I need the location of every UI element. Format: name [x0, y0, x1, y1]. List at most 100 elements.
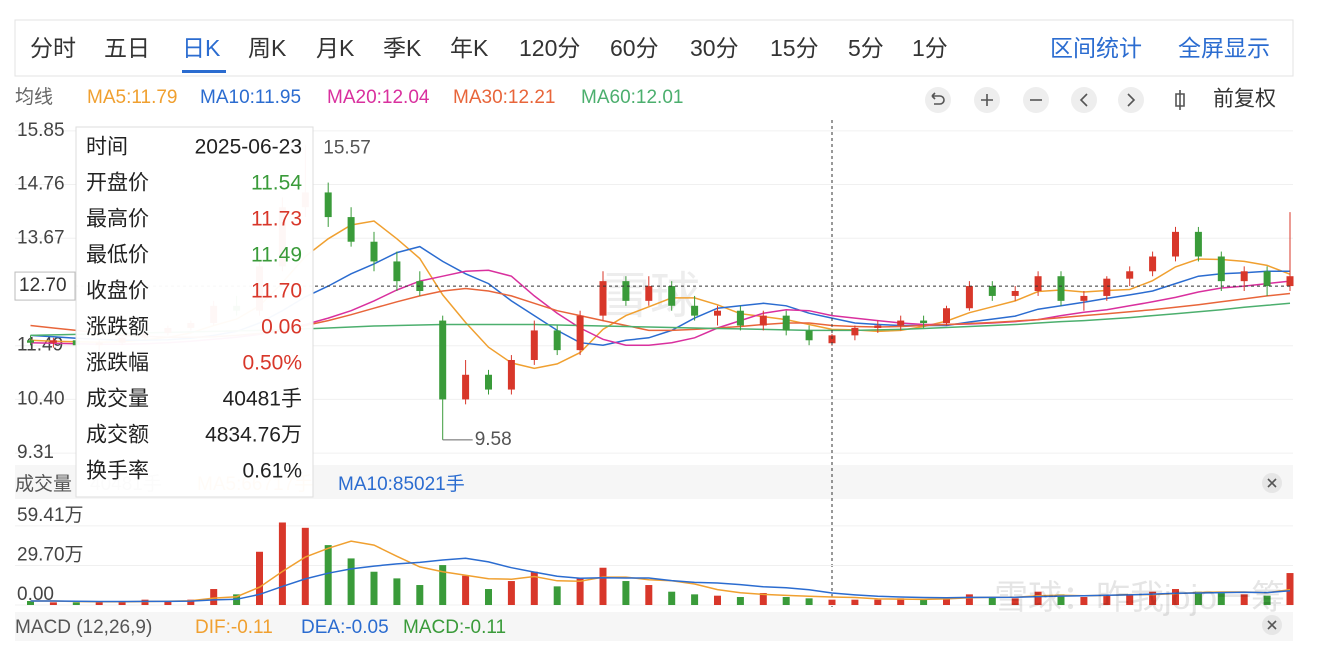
- tab[interactable]: 1分: [912, 35, 948, 61]
- volume-bar: [851, 599, 859, 605]
- candle-body: [530, 330, 538, 360]
- tooltip-label: 最低价: [86, 244, 149, 267]
- candle-body: [576, 315, 584, 351]
- tab[interactable]: 五日: [104, 35, 150, 61]
- y-tick-label: 15.85: [17, 120, 65, 141]
- candle-body: [714, 310, 721, 316]
- macd-item: DEA:-0.05: [301, 617, 389, 638]
- tooltip-label: 开盘价: [86, 172, 149, 195]
- volume-bar: [920, 599, 928, 605]
- tab-underline: [182, 70, 226, 73]
- tab[interactable]: 年K: [450, 35, 489, 61]
- tab[interactable]: 15分: [770, 35, 819, 61]
- candle-body: [988, 286, 996, 296]
- tooltip-value: 4834.76万: [205, 424, 302, 447]
- y-tick-label: 14.76: [17, 174, 65, 195]
- candle-body: [507, 359, 515, 390]
- tab[interactable]: 周K: [248, 35, 287, 61]
- tooltip-value: 0.61%: [242, 460, 302, 483]
- min-annotation: 9.58: [475, 429, 512, 450]
- tooltip-label: 换手率: [86, 460, 149, 483]
- action-link[interactable]: 区间统计: [1050, 35, 1142, 61]
- candle-body: [1217, 256, 1225, 282]
- volume-bar: [210, 589, 218, 605]
- tooltip-label: 时间: [86, 136, 128, 159]
- candle-body: [782, 315, 790, 331]
- tab[interactable]: 30分: [690, 35, 739, 61]
- volume-bar: [1263, 595, 1271, 605]
- volume-bar: [1149, 591, 1157, 605]
- volume-bar: [439, 565, 447, 605]
- candle-body: [920, 320, 928, 324]
- candle-body: [1011, 291, 1019, 296]
- volume-bar: [95, 602, 103, 605]
- tooltip-label: 成交量: [86, 388, 149, 411]
- candle-body: [439, 320, 447, 400]
- tab[interactable]: 60分: [610, 35, 659, 61]
- max-annotation: 15.57: [323, 138, 371, 159]
- candle-body: [485, 374, 492, 390]
- scroll-left-button[interactable]: [1071, 87, 1097, 113]
- volume-bar: [187, 599, 195, 605]
- candle-body: [553, 330, 561, 351]
- crosshair-label-box: [14, 271, 76, 301]
- tooltip-label: 涨跌额: [86, 316, 149, 339]
- volume-bar: [1057, 594, 1065, 605]
- candle-body: [1286, 276, 1294, 287]
- tooltip-value: 11.70: [251, 280, 302, 303]
- tooltip-label: 收盘价: [86, 280, 149, 303]
- volume-bar: [988, 597, 996, 605]
- volume-bar: [1011, 598, 1019, 605]
- candle-body: [851, 327, 859, 336]
- volume-ma-line: [30, 557, 1291, 603]
- candle-style-button[interactable]: [1175, 90, 1185, 110]
- ma-legend-item: MA30:12.21: [453, 87, 555, 108]
- tab[interactable]: 月K: [316, 35, 355, 61]
- macd-item: MACD:-0.11: [403, 617, 506, 638]
- candle-body: [1263, 271, 1271, 287]
- tab[interactable]: 分时: [30, 35, 76, 61]
- tooltip-value: 0.06: [261, 316, 302, 339]
- candle-body: [1240, 271, 1248, 282]
- tab[interactable]: 5分: [848, 35, 884, 61]
- y-tick-label: 0.00: [17, 584, 54, 605]
- volume-bar: [118, 601, 126, 605]
- volume-bar: [1172, 589, 1179, 605]
- tooltip-value: 11.73: [251, 208, 302, 231]
- ma-legend-item: MA10:11.95: [200, 87, 301, 108]
- adjust-toggle[interactable]: 前复权: [1213, 88, 1276, 111]
- volume-bar: [622, 581, 630, 605]
- candle-body: [393, 261, 401, 282]
- tooltip-value: 11.49: [251, 244, 302, 267]
- tab[interactable]: 日K: [182, 35, 221, 61]
- tooltip-value: 2025-06-23: [195, 136, 302, 159]
- candle-body: [462, 374, 470, 400]
- volume-bar: [347, 558, 355, 605]
- volume-bar: [278, 522, 286, 605]
- macd-header-bg: [15, 612, 1293, 641]
- candle-body: [645, 286, 653, 301]
- tab[interactable]: 季K: [383, 35, 422, 61]
- candle-body: [1126, 271, 1134, 279]
- scroll-right-button[interactable]: [1118, 87, 1144, 113]
- volume-bar: [370, 571, 378, 605]
- candle-body: [691, 305, 699, 316]
- action-link[interactable]: 全屏显示: [1178, 35, 1270, 61]
- candle-body: [805, 330, 813, 341]
- candle-body: [1103, 278, 1111, 296]
- volume-bar: [485, 589, 492, 605]
- volume-bar: [507, 581, 515, 605]
- volume-bar: [805, 598, 813, 605]
- volume-bar: [1126, 594, 1134, 605]
- tooltip-label: 成交额: [86, 424, 149, 447]
- volume-bar: [576, 578, 584, 605]
- candle-body: [27, 340, 34, 343]
- volume-bar: [1240, 594, 1248, 605]
- tab[interactable]: 120分: [519, 35, 580, 61]
- undo-button[interactable]: [925, 87, 951, 113]
- y-tick-label: 9.31: [17, 442, 54, 463]
- candle-body: [49, 340, 57, 343]
- toolbar-icons: [925, 87, 1282, 635]
- tab-bar: [14, 19, 1294, 77]
